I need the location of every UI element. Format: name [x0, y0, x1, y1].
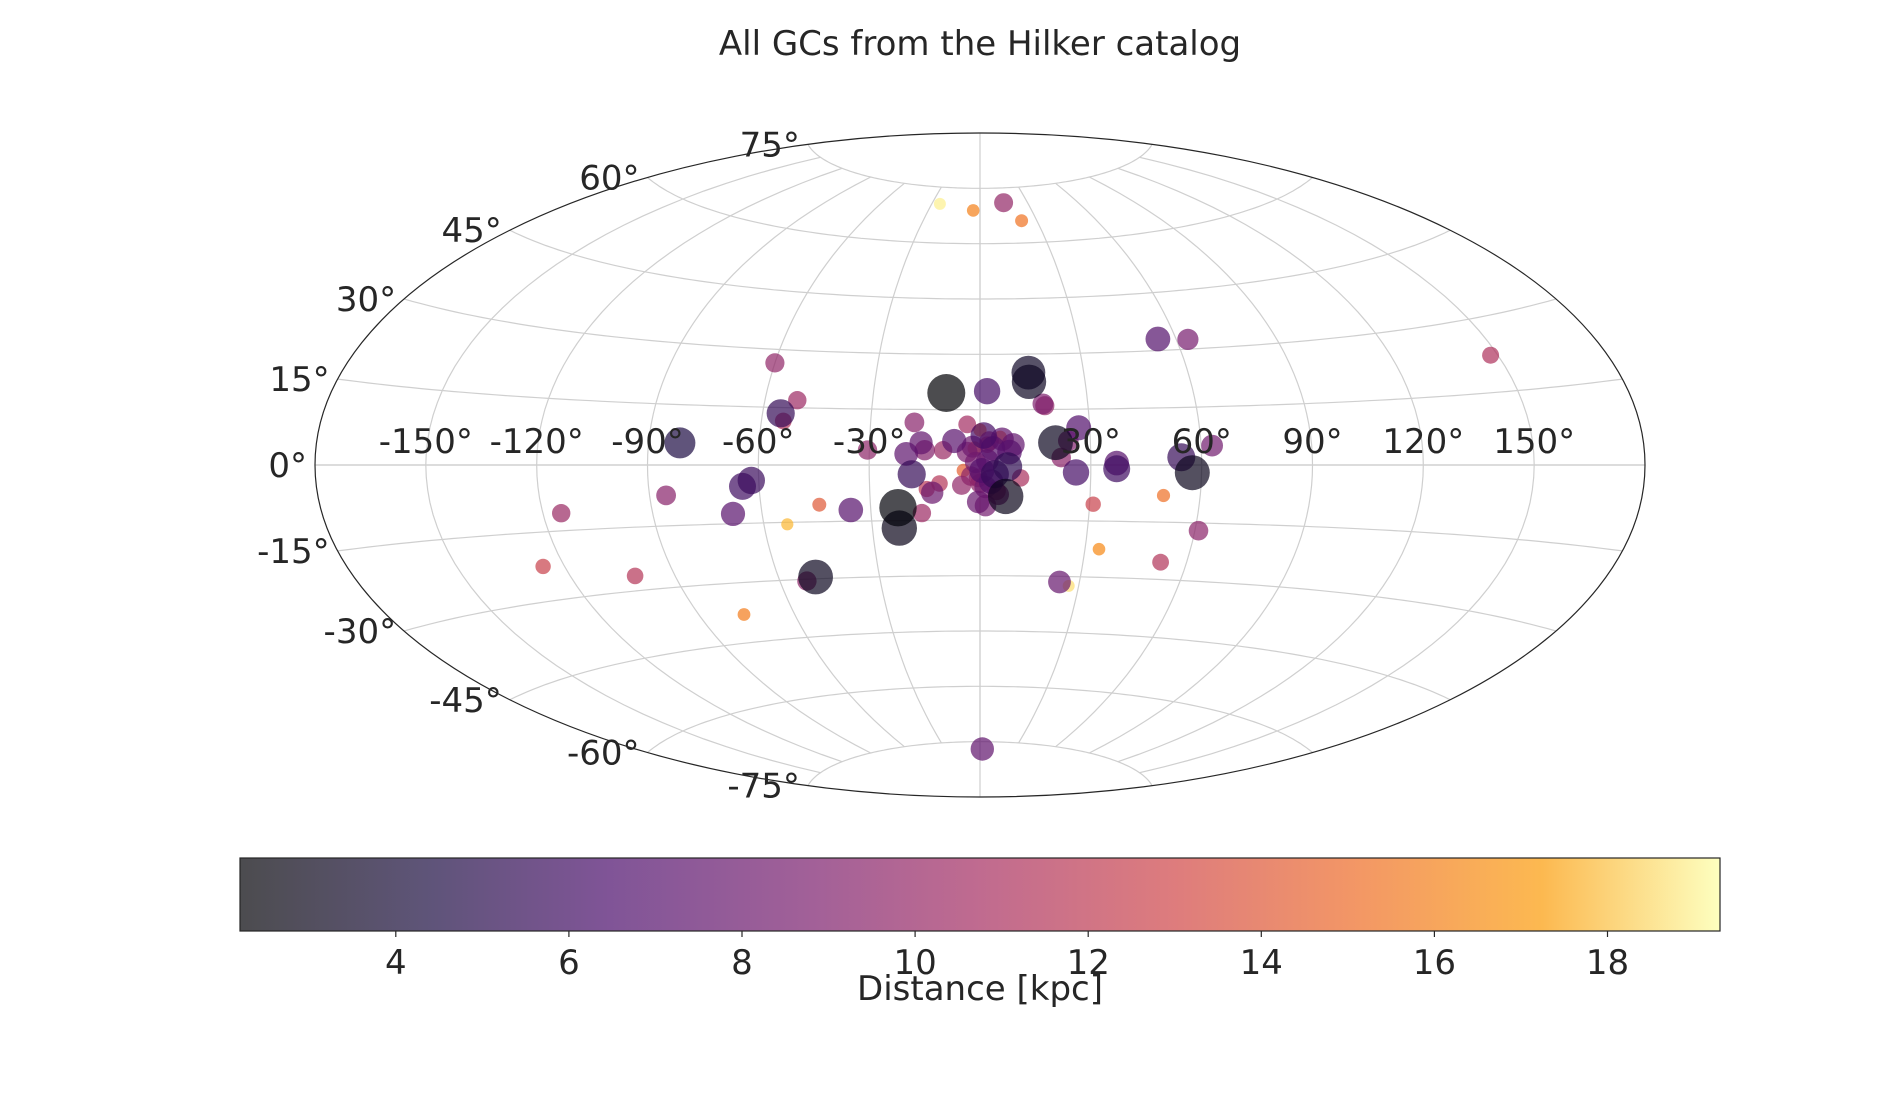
colorbar-tick-label: 16: [1413, 943, 1456, 983]
longitude-tick-label: 120°: [1382, 422, 1464, 462]
gc-point: [1032, 393, 1054, 415]
latitude-tick-label: 15°: [269, 360, 329, 400]
gc-point: [788, 391, 807, 410]
gc-point: [1152, 553, 1169, 571]
gc-point: [1048, 570, 1071, 594]
colorbar-tick-label: 14: [1240, 943, 1283, 983]
gc-point: [1015, 214, 1029, 228]
gc-point: [993, 452, 1023, 482]
latitude-tick-label: 75°: [740, 125, 800, 165]
gc-point: [958, 415, 977, 434]
gc-point: [1201, 434, 1223, 457]
colorbar-ticks: 4 6 8 10 12 14 16 18: [385, 931, 1629, 983]
gc-point: [1188, 520, 1209, 541]
plot-frame: [314, 132, 1646, 798]
latitude-tick-label: 45°: [442, 211, 502, 251]
gc-point: [994, 193, 1014, 213]
gc-point: [1011, 364, 1047, 399]
longitude-tick-label: -30°: [833, 422, 906, 462]
gc-point: [535, 558, 551, 575]
latitude-tick-label: -75°: [727, 767, 800, 807]
gc-point: [921, 481, 944, 504]
gc-point: [1177, 328, 1199, 350]
latitude-tick-labels: -75° -60° -45° -30° -15° 0° 15°30° 45° 60° 75°: [257, 125, 800, 806]
longitude-tick-label: -60°: [722, 422, 795, 462]
gc-point: [1482, 346, 1500, 364]
gc-point: [1092, 542, 1106, 556]
longitude-tick-label: 150°: [1493, 422, 1575, 462]
colorbar-tick-label: 6: [558, 943, 580, 983]
latitude-tick-label: 0°: [268, 446, 307, 486]
gc-point: [942, 428, 967, 454]
colorbar-tick-label: 10: [893, 943, 936, 983]
gc-point: [656, 485, 676, 506]
gc-point: [973, 378, 1001, 405]
latitude-tick-label: -45°: [429, 681, 502, 721]
gc-point: [798, 559, 833, 595]
gc-point: [1145, 326, 1171, 352]
gc-point: [1174, 455, 1210, 491]
longitude-tick-label: 90°: [1282, 422, 1342, 462]
gc-point: [1066, 415, 1092, 441]
longitude-tick-label: -90°: [611, 422, 684, 462]
gc-point: [664, 427, 696, 459]
latitude-tick-label: 60°: [579, 159, 639, 199]
colorbar-tick-label: 4: [385, 943, 407, 983]
gc-point: [988, 478, 1024, 515]
gc-point: [879, 489, 917, 527]
gc-point: [966, 204, 980, 217]
gc-point: [970, 422, 997, 449]
points-layer: [535, 193, 1500, 761]
colorbar: [239, 857, 1721, 932]
gc-point: [838, 497, 864, 523]
longitude-tick-label: -150°: [379, 422, 473, 462]
gc-point: [1038, 425, 1073, 461]
latitude-tick-label: 30°: [336, 280, 396, 320]
colorbar-tick-label: 8: [731, 943, 753, 983]
gc-point: [737, 608, 751, 621]
gc-point: [765, 353, 785, 373]
latitude-tick-label: -60°: [567, 734, 640, 774]
gc-point: [897, 460, 926, 489]
gc-point: [933, 197, 946, 210]
gc-point: [626, 567, 644, 585]
gc-point: [966, 490, 990, 514]
gc-point: [766, 399, 795, 428]
gc-point: [552, 504, 571, 523]
gc-point: [737, 466, 765, 495]
gc-point: [1156, 488, 1171, 503]
longitude-tick-label: 60°: [1172, 422, 1232, 462]
latitude-tick-label: -15°: [257, 532, 330, 572]
colorbar-tick-label: 12: [1067, 943, 1110, 983]
chart-title: All GCs from the Hilker catalog: [719, 24, 1241, 64]
gc-point: [904, 412, 925, 433]
gc-point: [927, 374, 966, 412]
gc-point: [781, 518, 794, 531]
gc-point: [812, 497, 827, 512]
longitude-tick-labels: -150° -120° -90° -60° -30° 30° 60° 90° 120° 150°: [379, 422, 1575, 462]
latitude-tick-label: -30°: [324, 612, 397, 652]
gc-point: [970, 737, 994, 761]
colorbar-tick-label: 18: [1586, 943, 1629, 983]
gc-point: [912, 503, 932, 523]
longitude-tick-label: 30°: [1061, 422, 1121, 462]
longitude-tick-label: -120°: [490, 422, 584, 462]
gc-point: [720, 501, 746, 526]
gc-point: [857, 440, 878, 460]
gc-point: [894, 442, 919, 466]
colorbar-label: Distance [kpc]: [857, 969, 1103, 1009]
gc-point: [1103, 455, 1131, 483]
gc-point: [1062, 459, 1090, 486]
gc-point: [1085, 496, 1101, 512]
